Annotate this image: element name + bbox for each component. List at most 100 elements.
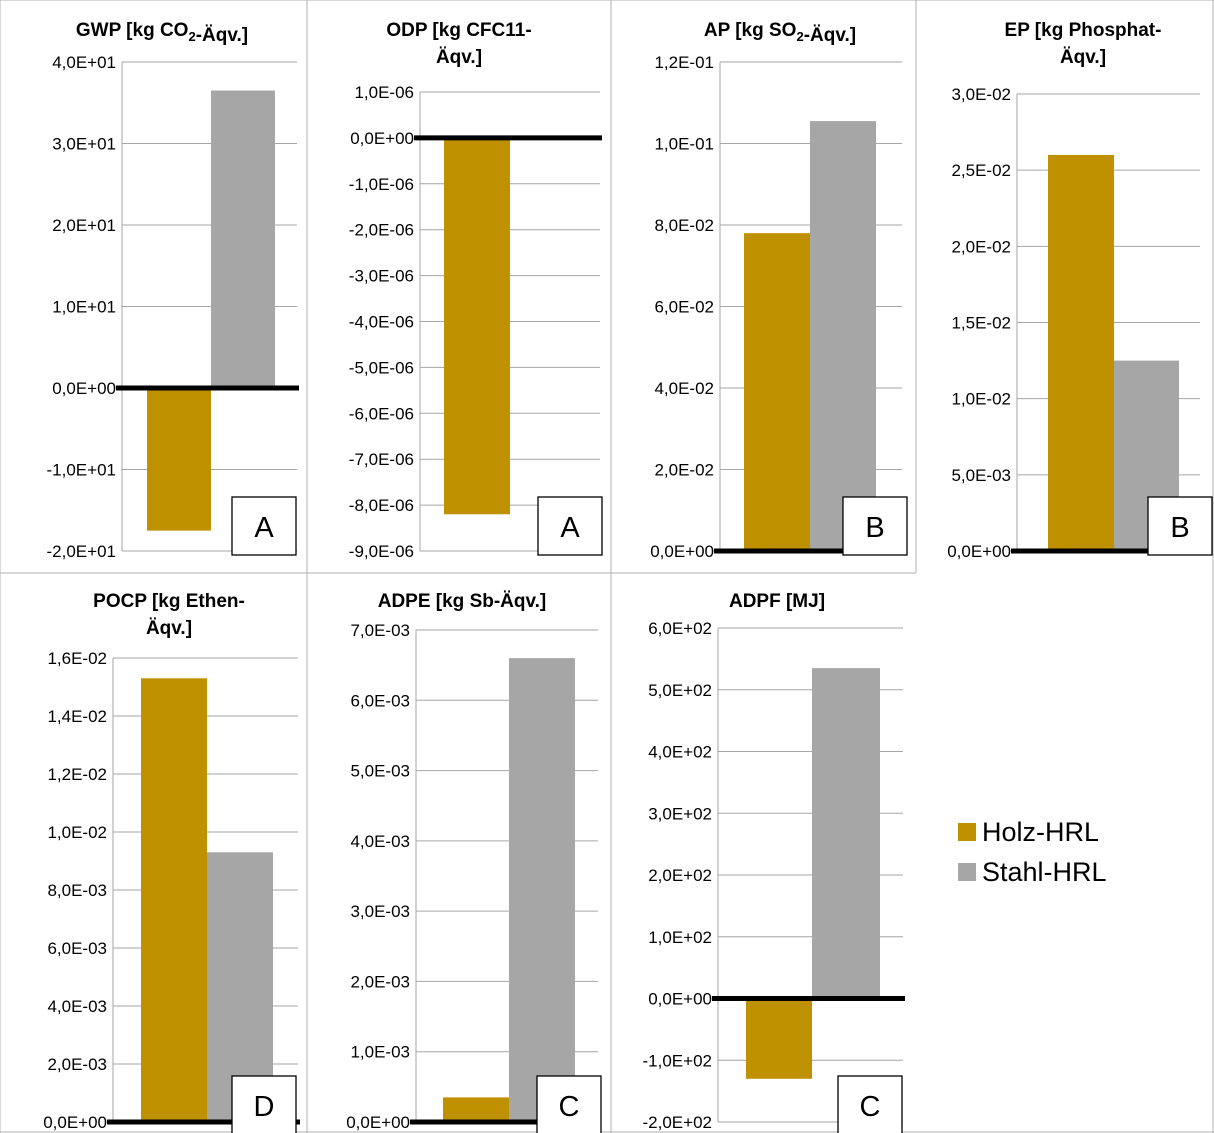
ap-tick-label: 4,0E-02 bbox=[654, 379, 714, 398]
legend-item-stahl: Stahl-HRL bbox=[958, 852, 1107, 892]
adpf-tick-label: -2,0E+02 bbox=[643, 1113, 712, 1132]
pocp-title: Äqv.] bbox=[146, 618, 192, 639]
chart-gwp: 4,0E+01 3,0E+01 2,0E+01 1,0E+01 0,0E+00 -1,0E… bbox=[47, 20, 299, 561]
gwp-tick-label: 0,0E+00 bbox=[52, 379, 116, 398]
chart-adpe: 7,0E-03 6,0E-03 5,0E-03 4,0E-03 3,0E-03 2,0E-… bbox=[346, 591, 602, 1133]
odp-tick-label: -7,0E-06 bbox=[349, 450, 414, 469]
adpf-tick-label: -1,0E+02 bbox=[643, 1051, 712, 1070]
legend-label-holz: Holz-HRL bbox=[982, 816, 1100, 847]
gwp-bar-holz bbox=[147, 388, 211, 531]
ap-bar-stahl bbox=[810, 121, 876, 552]
adpe-title: ADPE [kg Sb-Äqv.] bbox=[378, 591, 547, 612]
pocp-tick-label: 1,6E-02 bbox=[47, 649, 107, 668]
ap-tick-label: 0,0E+00 bbox=[650, 542, 714, 561]
legend: Holz-HRL Stahl-HRL bbox=[958, 812, 1107, 892]
ep-tick-label: 1,0E-02 bbox=[951, 390, 1011, 409]
odp-tick-label: -4,0E-06 bbox=[349, 313, 414, 332]
adpf-bar-stahl bbox=[812, 668, 880, 999]
pocp-badge-box bbox=[231, 1075, 297, 1133]
ep-tick-label: 2,0E-02 bbox=[951, 237, 1011, 256]
odp-bar-holz bbox=[444, 137, 510, 515]
adpf-tick-label: 2,0E+02 bbox=[648, 866, 712, 885]
adpe-tick-label: 5,0E-03 bbox=[350, 762, 410, 781]
gwp-tick-label: -1,0E+01 bbox=[47, 461, 116, 480]
odp-tick-label: -2,0E-06 bbox=[349, 221, 414, 240]
adpf-badge-box bbox=[837, 1075, 903, 1133]
adpf-badge-label: C bbox=[860, 1091, 881, 1123]
ep-tick-label: 2,5E-02 bbox=[951, 161, 1011, 180]
ap-badge-box bbox=[842, 496, 908, 556]
odp-badge-box bbox=[537, 496, 603, 556]
adpe-bar-stahl bbox=[509, 658, 575, 1122]
gwp-badge-label: A bbox=[254, 512, 274, 544]
gwp-bar-stahl bbox=[211, 90, 275, 389]
adpf-tick-label: 5,0E+02 bbox=[648, 681, 712, 700]
pocp-tick-label: 6,0E-03 bbox=[47, 939, 107, 958]
pocp-badge-label: D bbox=[254, 1091, 275, 1123]
adpe-bar-holz bbox=[443, 1097, 509, 1122]
pocp-tick-label: 2,0E-03 bbox=[47, 1055, 107, 1074]
ap-tick-label: 1,0E-01 bbox=[654, 135, 714, 154]
adpe-tick-label: 0,0E+00 bbox=[346, 1113, 410, 1132]
ep-tick-label: 0,0E+00 bbox=[947, 542, 1011, 561]
chart-ep: 3,0E-02 2,5E-02 2,0E-02 1,5E-02 1,0E-02 5,0E-… bbox=[947, 20, 1213, 561]
odp-tick-label: -9,0E-06 bbox=[349, 542, 414, 561]
ep-badge-box bbox=[1147, 496, 1213, 556]
ep-tick-label: 5,0E-03 bbox=[951, 466, 1011, 485]
ep-tick-label: 1,5E-02 bbox=[951, 314, 1011, 333]
gwp-title: GWP [kg CO2-Äqv.] bbox=[76, 20, 248, 46]
ap-tick-label: 8,0E-02 bbox=[654, 216, 714, 235]
chart-adpf: 6,0E+02 5,0E+02 4,0E+02 3,0E+02 2,0E+02 1,0E+… bbox=[643, 591, 905, 1133]
odp-badge-label: A bbox=[560, 512, 580, 544]
legend-label-stahl: Stahl-HRL bbox=[982, 856, 1107, 887]
adpe-tick-label: 6,0E-03 bbox=[350, 691, 410, 710]
adpe-badge-box bbox=[536, 1075, 602, 1133]
adpe-tick-label: 7,0E-03 bbox=[350, 621, 410, 640]
pocp-tick-label: 0,0E+00 bbox=[43, 1113, 107, 1132]
adpe-tick-label: 3,0E-03 bbox=[350, 902, 410, 921]
ep-title: EP [kg Phosphat- bbox=[1005, 20, 1162, 41]
ap-tick-label: 1,2E-01 bbox=[654, 53, 714, 72]
ep-bar-holz bbox=[1048, 154, 1114, 551]
pocp-tick-label: 8,0E-03 bbox=[47, 881, 107, 900]
odp-tick-label: -8,0E-06 bbox=[349, 496, 414, 515]
adpe-badge-label: C bbox=[559, 1091, 580, 1123]
pocp-tick-label: 1,4E-02 bbox=[47, 707, 107, 726]
adpf-tick-label: 0,0E+00 bbox=[648, 990, 712, 1009]
pocp-tick-label: 1,2E-02 bbox=[47, 765, 107, 784]
odp-tick-label: -5,0E-06 bbox=[349, 358, 414, 377]
odp-tick-label: 1,0E-06 bbox=[354, 83, 414, 102]
adpe-tick-label: 1,0E-03 bbox=[350, 1043, 410, 1062]
adpf-tick-label: 3,0E+02 bbox=[648, 804, 712, 823]
adpe-tick-label: 4,0E-03 bbox=[350, 832, 410, 851]
odp-title: ODP [kg CFC11- bbox=[386, 20, 531, 41]
odp-tick-label: -1,0E-06 bbox=[349, 175, 414, 194]
ap-bar-holz bbox=[744, 233, 810, 551]
adpf-bar-holz bbox=[746, 998, 812, 1079]
ap-tick-label: 2,0E-02 bbox=[654, 461, 714, 480]
odp-tick-label: 0,0E+00 bbox=[350, 129, 414, 148]
ep-tick-label: 3,0E-02 bbox=[951, 85, 1011, 104]
chart-odp: 1,0E-06 0,0E+00 -1,0E-06 -2,0E-06 -3,0E-06 -4… bbox=[349, 20, 603, 561]
odp-tick-label: -6,0E-06 bbox=[349, 404, 414, 423]
gwp-tick-label: 3,0E+01 bbox=[52, 135, 116, 154]
legend-item-holz: Holz-HRL bbox=[958, 812, 1107, 852]
chart-pocp: 1,6E-02 1,4E-02 1,2E-02 1,0E-02 8,0E-03 6,0E-… bbox=[43, 591, 300, 1133]
adpf-title: ADPF [MJ] bbox=[729, 591, 825, 612]
adpe-tick-label: 2,0E-03 bbox=[350, 972, 410, 991]
pocp-title: POCP [kg Ethen- bbox=[93, 591, 245, 612]
gwp-tick-label: 1,0E+01 bbox=[52, 298, 116, 317]
pocp-bar-holz bbox=[141, 678, 207, 1122]
ap-title: AP [kg SO2-Äqv.] bbox=[704, 20, 856, 46]
legend-swatch-holz bbox=[958, 823, 976, 841]
adpf-tick-label: 4,0E+02 bbox=[648, 743, 712, 762]
gwp-badge-box bbox=[231, 496, 297, 556]
gwp-tick-label: -2,0E+01 bbox=[47, 542, 116, 561]
ap-badge-label: B bbox=[865, 512, 884, 544]
adpf-tick-label: 6,0E+02 bbox=[648, 619, 712, 638]
gwp-tick-label: 4,0E+01 bbox=[52, 53, 116, 72]
ap-tick-label: 6,0E-02 bbox=[654, 298, 714, 317]
ep-badge-label: B bbox=[1170, 512, 1189, 544]
pocp-tick-label: 1,0E-02 bbox=[47, 823, 107, 842]
